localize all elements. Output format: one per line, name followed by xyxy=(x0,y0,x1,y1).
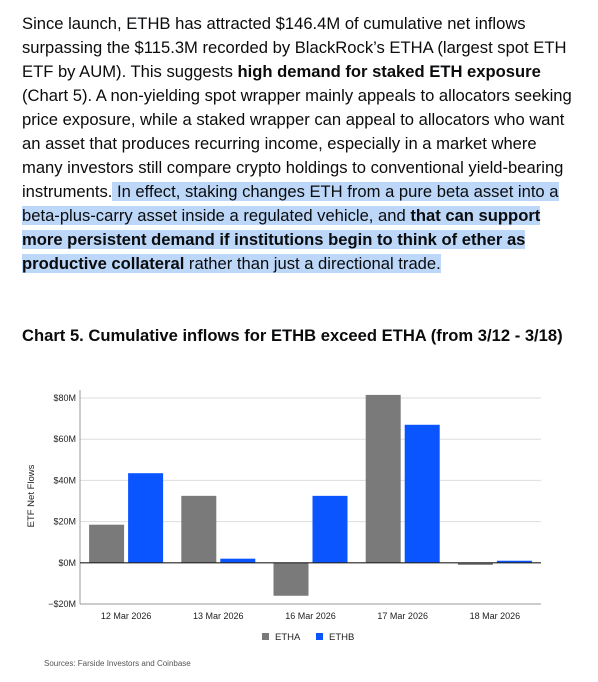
chart-heading: Chart 5. Cumulative inflows for ETHB exc… xyxy=(22,326,563,345)
x-tick-label: 18 Mar 2026 xyxy=(470,611,521,621)
paragraph-text-2: (Chart 5). A non-yielding spot wrapper m… xyxy=(22,86,572,201)
article-paragraph: Since launch, ETHB has attracted $146.4M… xyxy=(22,12,578,276)
y-tick-label: $0M xyxy=(58,558,76,568)
y-tick-label: $40M xyxy=(53,475,76,485)
paragraph-bold-1: high demand for staked ETH exposure xyxy=(237,62,541,81)
chart-source: Sources: Farside Investors and Coinbase xyxy=(44,659,191,668)
legend-label-etha: ETHA xyxy=(275,632,301,643)
bar-ethb xyxy=(312,495,348,563)
legend-swatch-etha xyxy=(262,633,269,640)
x-tick-label: 13 Mar 2026 xyxy=(193,611,244,621)
bar-ethb xyxy=(496,560,532,563)
bar-ethb xyxy=(404,424,440,563)
bar-chart: −$20M $0M $20M $40M $60M $80M 12 Mar 2026 13 Ma… xyxy=(26,390,541,668)
bars xyxy=(89,394,532,596)
bar-etha xyxy=(89,524,125,563)
bar-etha xyxy=(457,562,493,565)
y-tick-label: $80M xyxy=(53,393,76,403)
y-tick-label: $60M xyxy=(53,434,76,444)
legend-swatch-ethb xyxy=(316,633,323,640)
x-tick-label: 17 Mar 2026 xyxy=(377,611,428,621)
y-tick-label: $20M xyxy=(53,517,76,527)
bar-ethb xyxy=(220,558,256,563)
bar-ethb xyxy=(128,473,164,563)
bar-etha xyxy=(273,562,309,596)
bar-etha xyxy=(181,495,217,563)
y-axis-label: ETF Net Flows xyxy=(26,464,37,527)
axes: −$20M $0M $20M $40M $60M $80M 12 Mar 2026 13 Ma… xyxy=(48,390,541,621)
x-tick-label: 12 Mar 2026 xyxy=(101,611,152,621)
highlighted-text-1: In effect, staking changes ETH from a pu… xyxy=(22,182,559,225)
paragraph-text-1: Since launch, ETHB has attracted $146.4M… xyxy=(22,14,567,81)
bar-etha xyxy=(365,394,401,563)
y-tick-label: −$20M xyxy=(48,599,76,609)
article-body: Since launch, ETHB has attracted $146.4M… xyxy=(22,12,578,276)
highlighted-bold: that can support more persistent demand … xyxy=(22,206,541,273)
x-tick-label: 16 Mar 2026 xyxy=(285,611,336,621)
legend-label-ethb: ETHB xyxy=(329,632,354,643)
highlighted-text-2: rather than just a directional trade. xyxy=(184,254,441,273)
legend: ETHA ETHB xyxy=(262,632,354,643)
chart-container: −$20M $0M $20M $40M $60M $80M 12 Mar 2026 13 Ma… xyxy=(0,370,598,682)
